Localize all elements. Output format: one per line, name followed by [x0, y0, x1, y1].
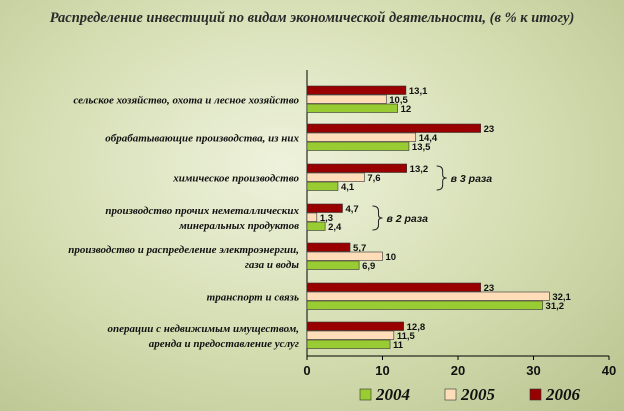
annotation-brace [372, 205, 383, 231]
value-label: 13,2 [410, 164, 429, 175]
bar-2006 [306, 123, 481, 133]
bar-2004 [306, 221, 326, 231]
value-label: 7,6 [367, 173, 380, 184]
value-label: 31,2 [546, 301, 565, 312]
bar-2005 [306, 94, 387, 104]
category-label: сельское хозяйство, охота и лесное хозяй… [73, 95, 299, 107]
bar-2006 [306, 203, 343, 213]
value-label: 11 [393, 340, 404, 351]
chart-title: Распределение инвестиций по видам эконом… [49, 10, 575, 26]
bar-2006 [306, 85, 407, 95]
category-label: химическое производство [172, 173, 299, 185]
annotation-brace [436, 165, 447, 191]
bar-2005 [306, 212, 318, 222]
x-tick-label: 10 [375, 363, 389, 378]
legend-label: 2006 [545, 385, 581, 404]
value-label: 1,3 [320, 213, 333, 224]
bar-2006 [306, 242, 351, 252]
value-label: 23 [484, 283, 495, 294]
bar-2005 [306, 291, 550, 301]
value-label: 23 [484, 124, 495, 135]
value-label: 6,9 [362, 261, 375, 272]
bar-2004 [306, 260, 360, 270]
value-label: 5,7 [353, 243, 366, 254]
bar-2004 [306, 103, 398, 113]
category-label: транспорт и связь [207, 292, 299, 304]
bar-2006 [306, 321, 404, 331]
x-tick-label: 0 [303, 363, 310, 378]
category-label: газа и воды [245, 259, 300, 271]
category-label: операции с недвижимым имуществом, [108, 323, 300, 335]
bar-2004 [306, 300, 543, 310]
value-label: 2,4 [328, 222, 342, 233]
legend-swatch-2005 [444, 388, 457, 401]
legend-label: 2005 [460, 385, 496, 404]
value-label: 4,7 [345, 204, 358, 215]
annotation-label: в 3 раза [451, 173, 493, 185]
legend-swatch-2006 [529, 388, 542, 401]
value-label: 10 [386, 252, 397, 263]
category-label: производство прочих неметаллических [105, 205, 299, 217]
value-label: 13,1 [409, 86, 428, 97]
bar-2005 [306, 251, 383, 261]
value-label: 12 [401, 104, 412, 115]
legend-label: 2004 [375, 385, 410, 404]
value-label: 11,5 [397, 331, 416, 342]
bar-2005 [306, 330, 395, 340]
category-label: минеральных продуктов [178, 220, 299, 232]
category-label: обрабатывающие производства, из них [105, 133, 299, 145]
bar-2006 [306, 163, 407, 173]
bar-2004 [306, 339, 391, 349]
value-label: 13,5 [412, 142, 431, 153]
value-label: 32,1 [552, 292, 571, 303]
bar-2004 [306, 181, 339, 191]
value-label: 4,1 [341, 182, 355, 193]
bar-2006 [306, 282, 481, 292]
value-label: 14,4 [419, 133, 438, 144]
category-label: аренда и предоставление услуг [149, 338, 299, 350]
category-label: производство и распределение электроэнер… [68, 244, 299, 256]
value-label: 10,5 [389, 95, 408, 106]
x-tick-label: 40 [602, 363, 616, 378]
bar-2005 [306, 132, 417, 142]
value-label: 12,8 [407, 322, 426, 333]
x-tick-label: 20 [451, 363, 465, 378]
bar-2005 [306, 172, 365, 182]
bar-2004 [306, 141, 410, 151]
x-tick-label: 30 [526, 363, 540, 378]
annotation-label: в 2 раза [386, 213, 428, 225]
legend-swatch-2004 [359, 388, 372, 401]
